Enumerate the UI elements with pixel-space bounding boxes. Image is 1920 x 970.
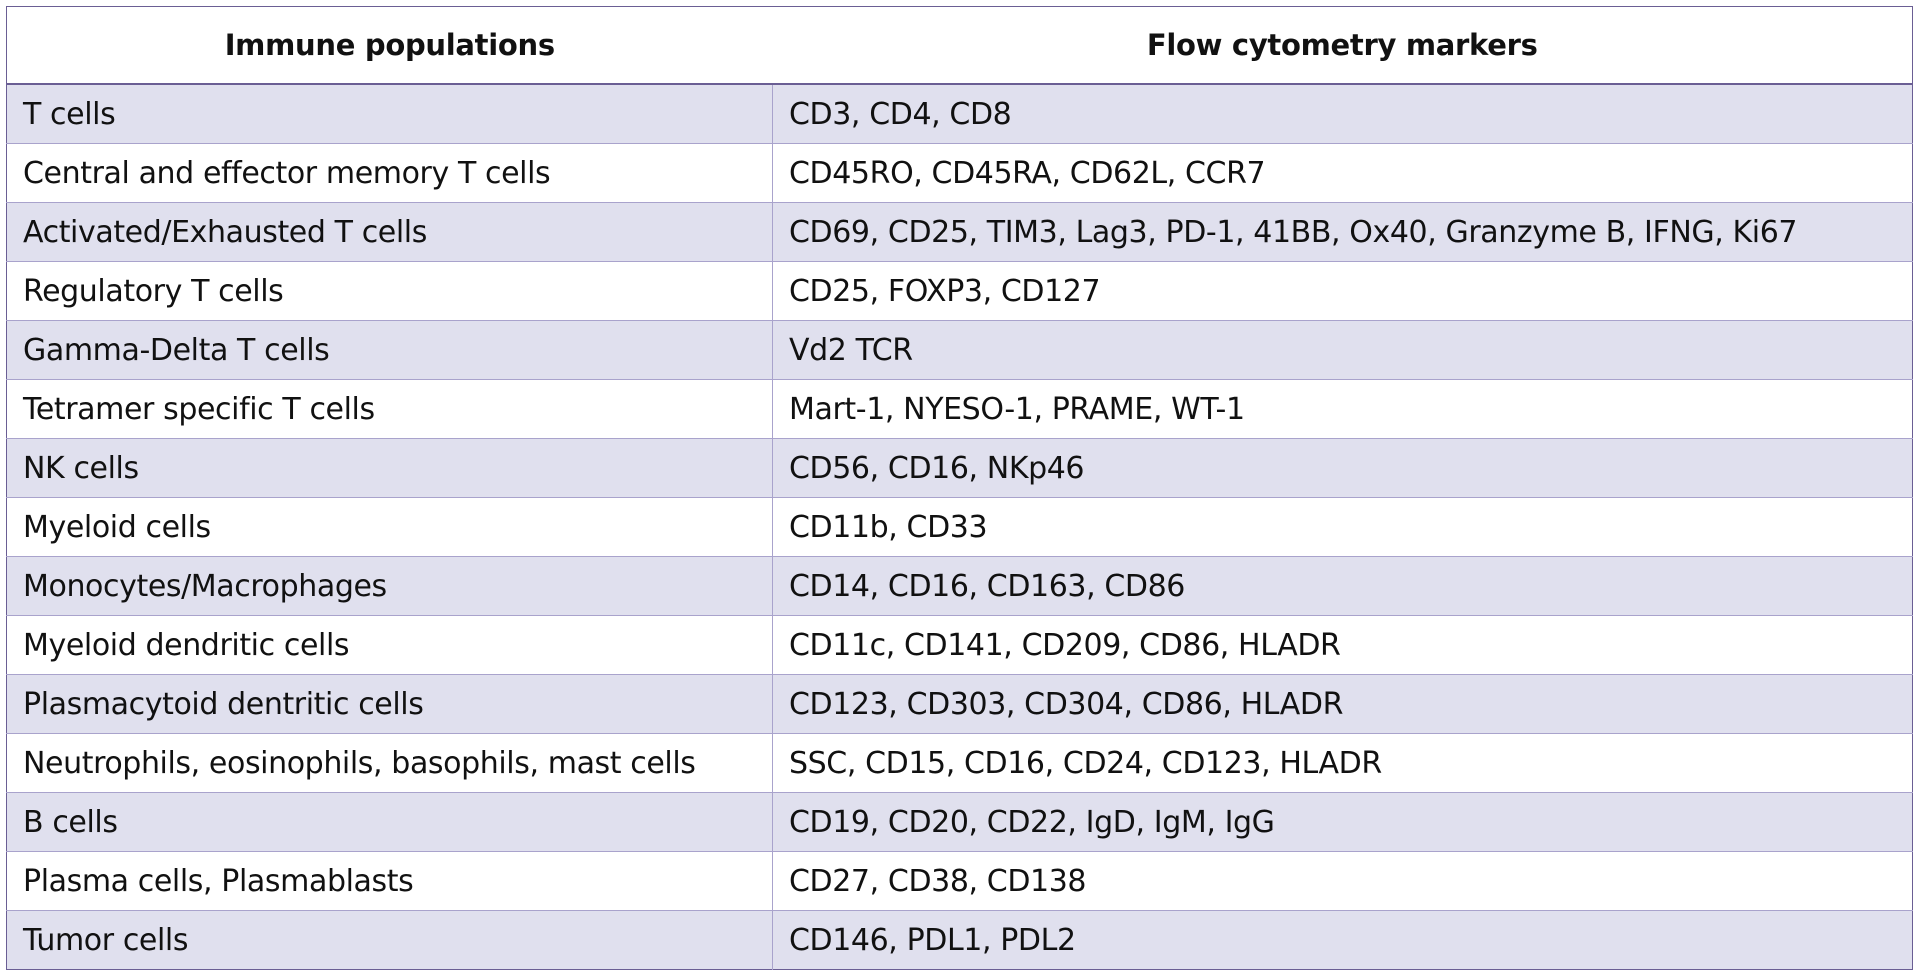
table-row: Myeloid dendritic cells CD11c, CD141, CD2… — [6, 615, 1913, 675]
cell-flow-markers: CD69, CD25, TIM3, Lag3, PD-1, 41BB, Ox40… — [772, 202, 1913, 262]
cell-immune-population: Tumor cells — [6, 910, 773, 970]
cell-immune-population: Myeloid cells — [6, 497, 773, 557]
table-row: Myeloid cells CD11b, CD33 — [6, 497, 1913, 557]
table-row: Tetramer specific T cells Mart-1, NYESO-1… — [6, 379, 1913, 439]
cell-flow-markers: CD3, CD4, CD8 — [772, 83, 1913, 144]
table-row: Central and effector memory T cells CD45R… — [6, 143, 1913, 203]
cell-immune-population: Gamma-Delta T cells — [6, 320, 773, 380]
immune-markers-table: Immune populations Flow cytometry marker… — [6, 6, 1913, 970]
cell-flow-markers: CD45RO, CD45RA, CD62L, CCR7 — [772, 143, 1913, 203]
cell-immune-population: Neutrophils, eosinophils, basophils, mas… — [6, 733, 773, 793]
cell-immune-population: B cells — [6, 792, 773, 852]
header-row: Immune populations Flow cytometry marker… — [6, 6, 1913, 85]
table-header: Immune populations Flow cytometry marker… — [6, 6, 1913, 85]
header-flow-cytometry-markers: Flow cytometry markers — [772, 6, 1913, 85]
table-row: Plasma cells, Plasmablasts CD27, CD38, CD… — [6, 851, 1913, 911]
table-row: B cells CD19, CD20, CD22, IgD, IgM, IgG — [6, 792, 1913, 852]
cell-flow-markers: CD11b, CD33 — [772, 497, 1913, 557]
cell-flow-markers: Mart-1, NYESO-1, PRAME, WT-1 — [772, 379, 1913, 439]
cell-immune-population: Monocytes/Macrophages — [6, 556, 773, 616]
cell-flow-markers: Vd2 TCR — [772, 320, 1913, 380]
table-row: Plasmacytoid dentritic cells CD123, CD303… — [6, 674, 1913, 734]
table-row: NK cells CD56, CD16, NKp46 — [6, 438, 1913, 498]
cell-flow-markers: CD14, CD16, CD163, CD86 — [772, 556, 1913, 616]
cell-immune-population: Tetramer specific T cells — [6, 379, 773, 439]
cell-flow-markers: CD19, CD20, CD22, IgD, IgM, IgG — [772, 792, 1913, 852]
cell-flow-markers: SSC, CD15, CD16, CD24, CD123, HLADR — [772, 733, 1913, 793]
table-row: Tumor cells CD146, PDL1, PDL2 — [6, 910, 1913, 970]
cell-flow-markers: CD11c, CD141, CD209, CD86, HLADR — [772, 615, 1913, 675]
cell-flow-markers: CD123, CD303, CD304, CD86, HLADR — [772, 674, 1913, 734]
cell-immune-population: Central and effector memory T cells — [6, 143, 773, 203]
cell-immune-population: NK cells — [6, 438, 773, 498]
table-row: Neutrophils, eosinophils, basophils, mas… — [6, 733, 1913, 793]
cell-immune-population: T cells — [6, 83, 773, 144]
cell-flow-markers: CD56, CD16, NKp46 — [772, 438, 1913, 498]
table-row: Regulatory T cells CD25, FOXP3, CD127 — [6, 261, 1913, 321]
header-immune-populations: Immune populations — [6, 6, 773, 85]
cell-flow-markers: CD27, CD38, CD138 — [772, 851, 1913, 911]
cell-immune-population: Activated/Exhausted T cells — [6, 202, 773, 262]
table-row: Gamma-Delta T cells Vd2 TCR — [6, 320, 1913, 380]
cell-immune-population: Plasma cells, Plasmablasts — [6, 851, 773, 911]
table-body: T cells CD3, CD4, CD8 Central and effector… — [6, 83, 1913, 970]
cell-immune-population: Myeloid dendritic cells — [6, 615, 773, 675]
cell-immune-population: Regulatory T cells — [6, 261, 773, 321]
cell-immune-population: Plasmacytoid dentritic cells — [6, 674, 773, 734]
cell-flow-markers: CD25, FOXP3, CD127 — [772, 261, 1913, 321]
table-row: T cells CD3, CD4, CD8 — [6, 83, 1913, 144]
table-row: Monocytes/Macrophages CD14, CD16, CD163, … — [6, 556, 1913, 616]
cell-flow-markers: CD146, PDL1, PDL2 — [772, 910, 1913, 970]
table-row: Activated/Exhausted T cells CD69, CD25, T… — [6, 202, 1913, 262]
